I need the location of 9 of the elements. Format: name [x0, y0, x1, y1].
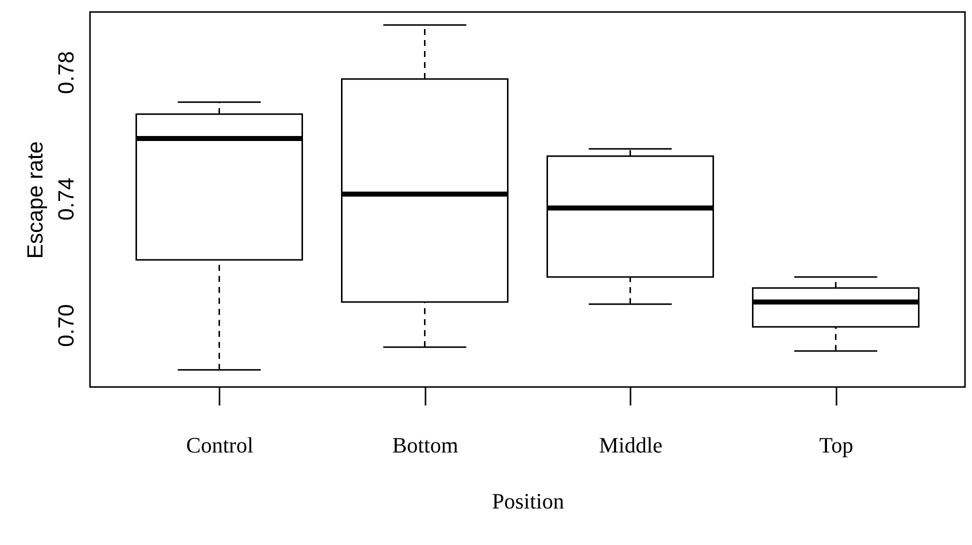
- x-tick-label: Top: [819, 432, 854, 458]
- y-axis-title: Escape rate: [22, 141, 48, 259]
- y-tick-label: 0.78: [54, 51, 78, 94]
- y-tick-label: 0.74: [54, 178, 78, 220]
- x-tick-label: Bottom: [392, 432, 458, 458]
- x-tick-label: Middle: [598, 432, 663, 458]
- y-tick-label: 0.70: [54, 304, 78, 347]
- x-tick-label: Control: [186, 432, 254, 458]
- x-axis-title: Position: [492, 488, 564, 514]
